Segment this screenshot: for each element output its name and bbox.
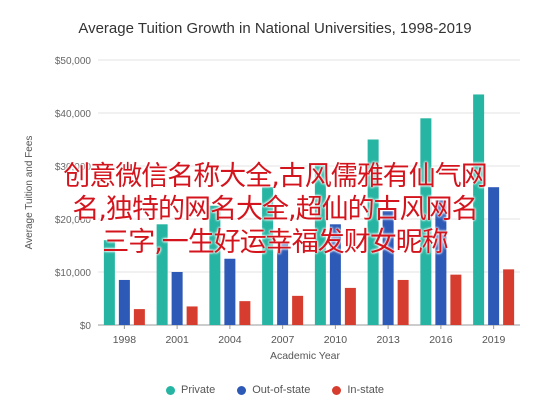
bar-private-2001 [156,224,168,325]
bar-private-2016 [420,118,432,325]
x-axis-title: Academic Year [270,350,341,362]
x-tick-label: 2016 [429,334,453,346]
legend-item-out-of-state: Out-of-state [237,384,310,396]
legend-label-out-of-state: Out-of-state [252,384,311,396]
overlay-line-3: 三字,一生好运幸福发财女昵称 [102,227,449,258]
overlay-line-2: 名,独特的网名大全,超仙的古风网名 [72,194,478,225]
y-tick-label: $30,000 [55,162,92,173]
bar-private-2007 [262,187,274,325]
bar-in-state-2007 [292,295,304,325]
y-tick-label: $50,000 [55,56,92,67]
legend-swatch-out-of-state [237,385,247,395]
bar-in-state-2001 [186,306,198,325]
bar-out-of-state-2004 [224,258,236,325]
bar-in-state-2016 [450,274,462,325]
y-tick-label: $0 [80,321,92,332]
legend-swatch-in-state [332,385,342,395]
bar-in-state-2010 [344,287,356,325]
bar-private-2004 [209,205,221,325]
chart-title: Average Tuition Growth in National Unive… [78,20,472,37]
x-tick-label: 2010 [324,334,348,346]
x-tick-label: 2001 [165,334,189,346]
x-tick-label: 1998 [113,334,137,346]
bar-in-state-2004 [239,301,251,325]
y-axis-title: Average Tuition and Fees [24,136,35,250]
bar-in-state-2019 [503,269,515,325]
overlay-caption: 创意微信名称大全,古风儒雅有仙气网 名,独特的网名大全,超仙的古风网名 三字,一… [0,160,550,259]
bar-out-of-state-2001 [171,272,183,325]
legend: Private Out-of-state In-state [0,384,550,396]
bar-out-of-state-1998 [118,279,130,325]
bar-private-2013 [367,139,379,325]
bar-private-1998 [103,240,115,325]
legend-item-private: Private [165,384,216,396]
x-tick-label: 2007 [271,334,295,346]
bar-out-of-state-2010 [329,224,341,325]
bar-in-state-2013 [397,279,409,325]
legend-label-in-state: In-state [347,384,384,396]
legend-label-private: Private [180,384,216,396]
y-tick-label: $20,000 [55,215,92,226]
overlay-line-1: 创意微信名称大全,古风儒雅有仙气网 [63,161,488,192]
bar-in-state-1998 [133,309,145,325]
bar-out-of-state-2016 [435,200,447,325]
bar-out-of-state-2013 [382,211,394,325]
bar-private-2010 [314,163,326,325]
x-tick-label: 2013 [376,334,400,346]
bar-private-2019 [473,94,485,325]
y-tick-label: $40,000 [55,109,92,120]
x-tick-label: 2019 [482,334,506,346]
x-tick-label: 2004 [218,334,242,346]
y-tick-label: $10,000 [55,268,92,279]
legend-item-in-state: In-state [332,384,384,396]
bar-out-of-state-2019 [488,187,500,325]
bar-out-of-state-2007 [277,242,289,325]
legend-swatch-private [165,385,175,395]
